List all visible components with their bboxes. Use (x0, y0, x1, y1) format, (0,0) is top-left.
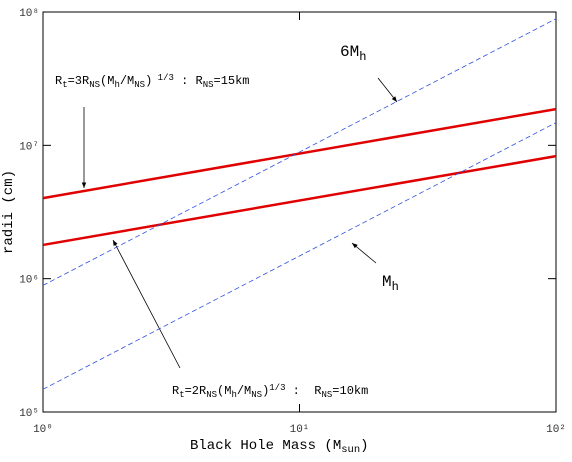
annotation: Rt=2RNS(Mh/MNS)1/3 : RNS=10km (172, 383, 368, 399)
text-part: =15km (214, 74, 250, 88)
x-axis-label: Black Hole Mass (Msun) (190, 438, 369, 456)
arrow (377, 77, 398, 103)
text-part: h (359, 50, 366, 64)
text-part: 6M (340, 43, 359, 61)
arrow (351, 242, 377, 264)
text-part: h (392, 280, 399, 294)
text-part: ) (262, 384, 269, 398)
y-tick-label: 10⁵ (19, 408, 39, 420)
text-part: (M (100, 74, 114, 88)
y-tick-label: 10⁶ (19, 275, 39, 287)
annotation: 6Mh (340, 43, 366, 64)
line (42, 107, 557, 200)
text-part: sun (341, 444, 360, 456)
text-part: R (55, 74, 62, 88)
text-part: =2R (185, 384, 207, 398)
plot-frame (42, 11, 557, 413)
text-part: h (231, 390, 236, 400)
text-part: =10km (332, 384, 368, 398)
text-part: t (179, 390, 184, 400)
x-tick-label: 10⁰ (33, 424, 53, 436)
x-tick-label: 10¹ (290, 424, 310, 436)
text-part: R (172, 384, 179, 398)
line (42, 122, 557, 390)
text-part: NS (134, 80, 145, 90)
text-part: =3R (68, 74, 90, 88)
y-tick-label: 10⁷ (19, 141, 39, 153)
text-part: : R (174, 74, 203, 88)
annotation: Mh (382, 273, 399, 294)
x-tick-label: 10² (546, 424, 566, 436)
text-part: ) (360, 438, 368, 454)
text-part: NS (206, 390, 217, 400)
arrows (81, 77, 398, 369)
text-part: NS (321, 390, 332, 400)
text-part: Black Hole Mass (M (190, 438, 341, 454)
text-part: 1/3 (269, 383, 285, 393)
text-part: M (382, 273, 392, 291)
y-axis-label: radii (cm) (1, 170, 17, 254)
text-part: ) (145, 74, 152, 88)
text-part: h (114, 80, 119, 90)
annotation: Rt=3RNS(Mh/MNS) 1/3 : RNS=15km (55, 73, 250, 89)
text-part: : R (285, 384, 321, 398)
text-part: NS (251, 390, 262, 400)
text-part: (M (217, 384, 231, 398)
text-part: t (62, 80, 67, 90)
text-part: NS (89, 80, 100, 90)
arrow (112, 239, 181, 369)
y-tick-label: 10⁸ (19, 8, 39, 20)
text-part: NS (203, 80, 214, 90)
line (42, 18, 557, 286)
text-part: 1/3 (152, 73, 174, 83)
line (42, 154, 557, 247)
text-part: /M (237, 384, 251, 398)
text-part: /M (120, 74, 134, 88)
